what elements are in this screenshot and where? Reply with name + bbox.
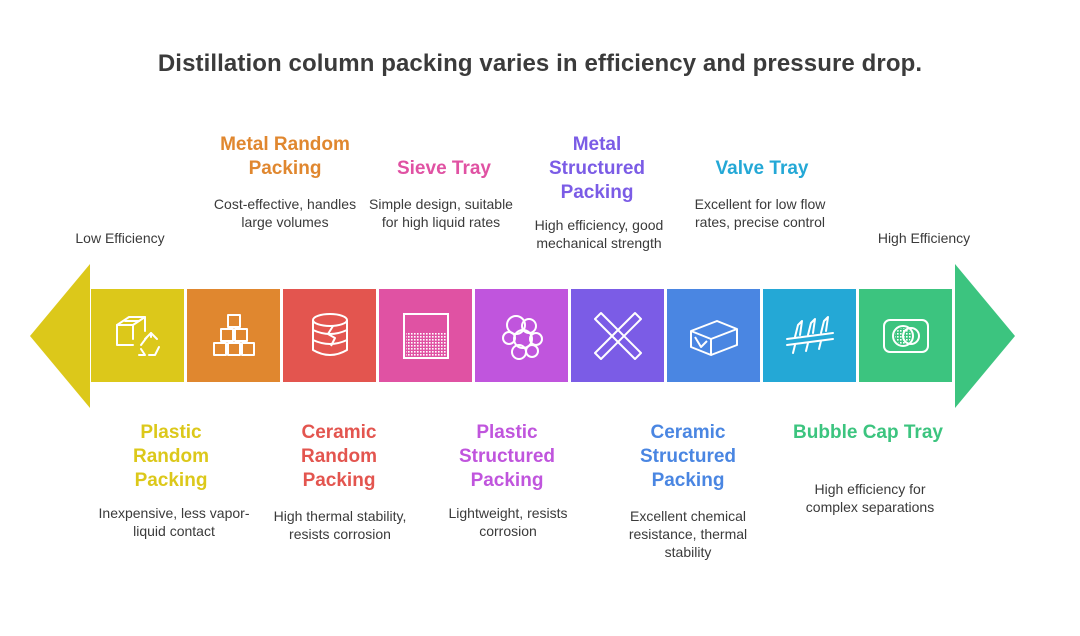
- segment-plastic-structured-packing: [475, 289, 568, 382]
- desc-ceramic-random-packing: High thermal stability, resists corrosio…: [273, 508, 407, 542]
- segment-sieve-tray: [379, 289, 472, 382]
- bubble-cap-icon: [882, 318, 929, 353]
- desc-plastic-random-packing: Inexpensive, less vapor-liquid contact: [98, 505, 250, 539]
- heading-plastic-structured-packing: Plastic Structured Packing: [458, 422, 556, 491]
- segment-plastic-random-packing: [91, 289, 184, 382]
- crossed-bands-icon: [593, 311, 642, 360]
- segment-metal-random-packing: [187, 289, 280, 382]
- heading-metal-random-packing: Metal Random Packing: [220, 134, 350, 179]
- segment-valve-tray: [763, 289, 856, 382]
- valve-row-icon: [785, 315, 834, 354]
- heading-bubble-cap-tray: Bubble Cap Tray: [793, 422, 943, 443]
- segment-ceramic-structured-packing: [667, 289, 760, 382]
- heading-valve-tray: Valve Tray: [715, 158, 809, 179]
- heading-plastic-random-packing: Plastic Random Packing: [133, 422, 209, 491]
- desc-metal-structured-packing: High efficiency, good mechanical strengt…: [534, 217, 664, 251]
- segment-metal-structured-packing: [571, 289, 664, 382]
- desc-valve-tray: Excellent for low flow rates, precise co…: [694, 196, 826, 230]
- heading-ceramic-random-packing: Ceramic Random Packing: [301, 422, 377, 491]
- segment-ceramic-random-packing: [283, 289, 376, 382]
- stacked-blocks-icon: [212, 313, 255, 356]
- heading-metal-structured-packing: Metal Structured Packing: [548, 134, 646, 203]
- segment-bubble-cap-tray: [859, 289, 952, 382]
- right-arrow-head: [955, 264, 1015, 408]
- bubbles-cluster-icon: [501, 314, 543, 360]
- box-recycle-icon: [115, 315, 160, 356]
- desc-ceramic-structured-packing: Excellent chemical resistance, thermal s…: [628, 508, 748, 560]
- sieve-mesh-icon: [402, 312, 449, 359]
- low-efficiency-label: Low Efficiency: [75, 230, 165, 246]
- desc-metal-random-packing: Cost-effective, handles large volumes: [213, 196, 357, 230]
- heading-ceramic-structured-packing: Ceramic Structured Packing: [639, 422, 737, 491]
- desc-bubble-cap-tray: High efficiency for complex separations: [805, 481, 935, 515]
- high-efficiency-label: High Efficiency: [877, 230, 971, 246]
- cracked-cylinder-icon: [311, 312, 348, 356]
- desc-sieve-tray: Simple design, suitable for high liquid …: [369, 196, 513, 230]
- desc-plastic-structured-packing: Lightweight, resists corrosion: [448, 505, 568, 539]
- ceramic-block-icon: [689, 319, 738, 356]
- diagram-title: Distillation column packing varies in ef…: [157, 50, 923, 77]
- left-arrow-head: [30, 264, 90, 408]
- heading-sieve-tray: Sieve Tray: [396, 158, 492, 179]
